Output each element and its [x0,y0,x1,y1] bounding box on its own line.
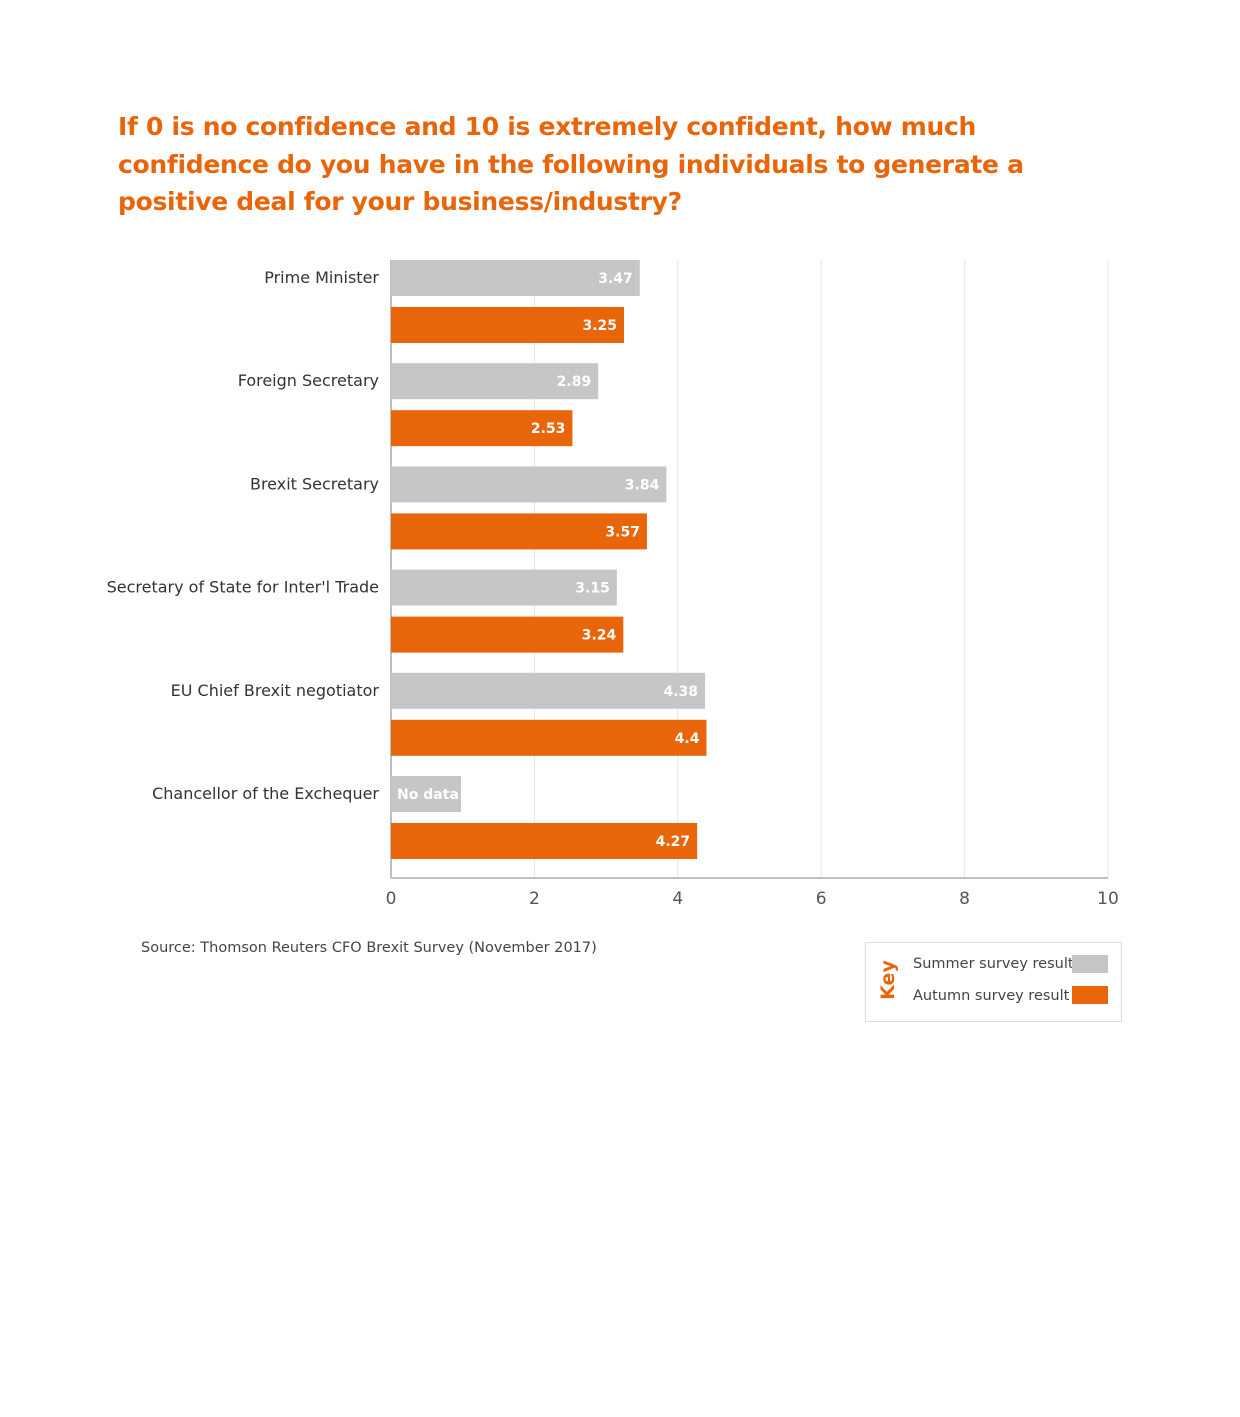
legend-label-summer: Summer survey result [913,956,1074,972]
bar-autumn [391,719,707,756]
legend: Key Summer survey result Autumn survey r… [865,942,1122,1022]
legend-swatch-autumn [1072,986,1108,1004]
x-tick-label: 6 [816,889,827,909]
x-tick-label: 4 [672,889,683,909]
bar-autumn [391,410,573,447]
data-label: 2.89 [557,374,592,390]
bar-summer [391,776,461,812]
bar-summer [391,363,599,400]
bar-autumn [391,823,698,859]
legend-label-autumn: Autumn survey result [913,988,1070,1004]
category-label: EU Chief Brexit negotiator [171,681,380,700]
data-label: 3.24 [582,628,617,644]
category-label: Foreign Secretary [238,371,379,390]
category-label: Prime Minister [264,268,379,287]
bar-summer [391,569,617,606]
x-tick-label: 10 [1097,889,1119,909]
bar-summer [391,672,706,709]
data-label: 4.4 [675,731,700,747]
x-tick-label: 2 [529,889,540,909]
data-label: 3.84 [625,477,660,493]
x-tick-label: 8 [959,889,970,909]
bar-summer [391,466,667,503]
data-label: 3.57 [605,524,640,540]
chart-title: If 0 is no confidence and 10 is extremel… [118,112,1024,216]
bar-chart: 0 2 4 6 8 10 Prime Minister 3.47 3.25 Foreign Sec… [107,260,1119,909]
data-label: 4.27 [656,834,691,850]
data-label: 3.25 [582,318,617,334]
source-note: Source: Thomson Reuters CFO Brexit Surve… [141,940,597,956]
x-tick-label: 0 [386,889,397,909]
bar-autumn [391,513,647,550]
bar-autumn [391,616,624,653]
legend-swatch-summer [1072,955,1108,973]
category-label: Brexit Secretary [250,474,379,493]
data-label: 3.15 [575,581,610,597]
data-label: 3.47 [598,271,633,287]
data-label: 2.53 [531,421,566,437]
legend-title: Key [876,960,899,1000]
data-label: No data [397,787,459,803]
category-label: Secretary of State for Inter'l Trade [107,578,379,597]
bar-autumn [391,307,625,343]
data-label: 4.38 [663,684,698,700]
bar-summer [391,260,640,296]
category-label: Chancellor of the Exchequer [152,784,379,803]
